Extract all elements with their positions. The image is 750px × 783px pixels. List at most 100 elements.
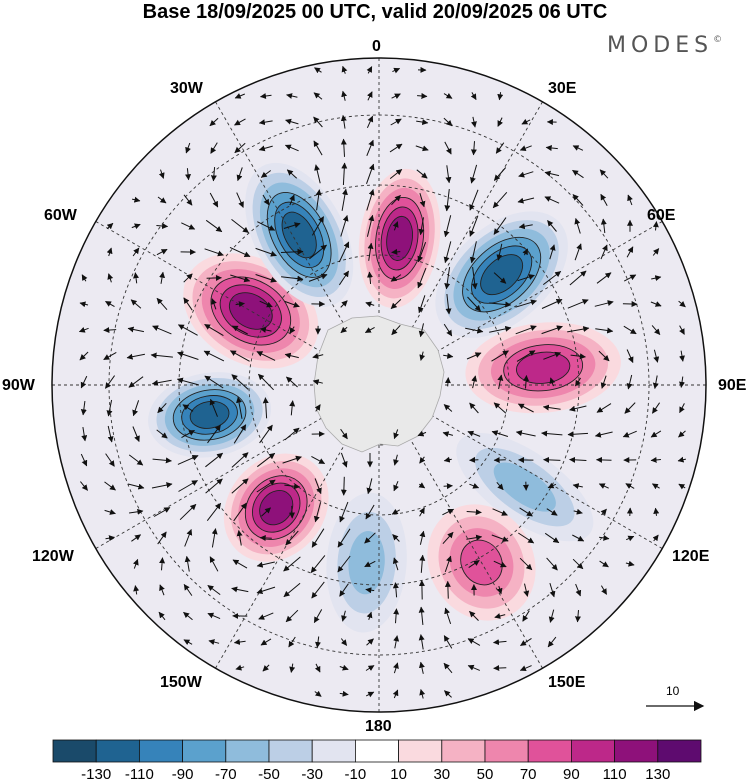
wind-arrow [443,456,452,463]
wind-arrow [572,558,584,570]
colorbar-tick-labels: -130 -110 -90 -70 -50 -30 -10 10 30 50 70 90 110 130 [0,766,750,783]
wind-arrow [152,325,172,335]
wind-arrow [569,405,587,412]
wind-arrow [156,248,168,256]
wind-arrow [522,248,529,256]
colorbar-swatch [138,739,183,763]
wind-arrow [444,377,451,387]
wind-arrow [567,431,589,438]
wind-arrow [393,662,399,674]
wind-arrow [468,559,480,569]
wind-arrow [389,143,403,153]
wind-arrow [340,476,347,496]
wind-arrow [255,247,277,257]
wind-arrow [365,504,375,520]
label-lon-bottom-left: 150W [160,674,202,691]
wind-arrow [103,351,117,361]
wind-arrow [493,272,507,284]
wind-arrow [366,139,374,156]
wind-arrow [678,300,686,308]
wind-arrow [311,455,326,465]
wind-arrow [286,169,298,179]
wind-arrow [569,456,587,463]
wind-arrow [543,351,562,360]
wind-arrow [625,483,635,489]
wind-arrow [544,170,560,177]
wind-arrow [150,352,173,359]
wind-arrow [626,349,634,363]
wind-arrow [419,530,426,545]
wind-arrow [312,379,323,386]
wind-arrow [493,560,507,568]
wind-arrow [652,221,659,231]
colorbar-tick-label: 110 [602,766,627,783]
wind-arrow [391,248,401,255]
wind-arrow [284,427,300,441]
wind-arrow [517,403,534,413]
wind-arrow [417,242,427,263]
wind-arrow [209,556,219,572]
wind-arrow [547,220,557,232]
wind-arrow [469,456,479,463]
contour-level [189,400,230,429]
wind-arrow [177,351,199,360]
wind-arrow [309,244,327,260]
colorbar-swatch [614,739,659,763]
wind-arrow [443,483,453,490]
colorbar-tick-label: 70 [519,766,537,783]
wind-arrow [542,404,561,411]
label-lon-top-right: 30E [548,80,577,97]
wind-arrow [211,298,217,310]
wind-arrow [132,426,140,442]
wind-arrow [567,326,590,333]
wind-arrow [469,483,480,489]
wind-arrow [209,192,219,208]
wind-arrow [159,271,166,284]
wind-arrow [444,189,451,212]
wind-arrow [444,690,452,698]
wind-arrow [281,275,304,282]
colorbar-tick-label: 50 [476,766,494,783]
wind-arrow [491,350,509,362]
wind-arrow [596,403,612,413]
wind-arrow [393,429,400,440]
wind-arrow [466,534,483,541]
positive-anomaly-60W [183,253,319,369]
wind-arrow [207,612,221,620]
wind-arrow [419,689,426,699]
wind-arrow [185,142,191,154]
wind-arrow [567,299,589,309]
wind-arrow [107,425,114,443]
wind-arrow [599,169,609,179]
colorbar-tick-label: -130 [81,766,112,783]
wind-arrow [207,424,221,444]
wind-arrow [520,637,532,647]
wind-arrow [258,612,274,620]
label-lon-left-upper: 60W [44,207,77,224]
colorbar-tick-label: -10 [344,766,367,783]
wind-arrow [236,530,243,546]
wind-arrow [572,534,585,542]
wind-arrow [523,375,530,389]
wind-arrow [210,167,217,182]
wind-arrow [231,219,249,233]
colorbar-tick-label: 90 [563,766,580,783]
wind-arrow [466,509,482,516]
wind-arrow [541,325,563,335]
wind-arrow [570,353,586,360]
contour-level [515,351,571,384]
wind-arrow [183,639,193,646]
wind-arrow [339,664,349,671]
wind-arrow [444,580,451,599]
wind-arrow [467,430,481,437]
map-title: Base 18/09/2025 00 UTC, valid 20/09/2025… [142,1,608,23]
wind-arrow [178,480,198,492]
reference-vector-label: 10 [666,684,680,698]
wind-arrow [341,610,347,622]
wind-arrow [518,532,535,544]
wind-arrow [521,118,531,125]
wind-arrow [233,639,246,645]
wind-arrow [493,167,507,181]
wind-arrow [157,402,167,414]
